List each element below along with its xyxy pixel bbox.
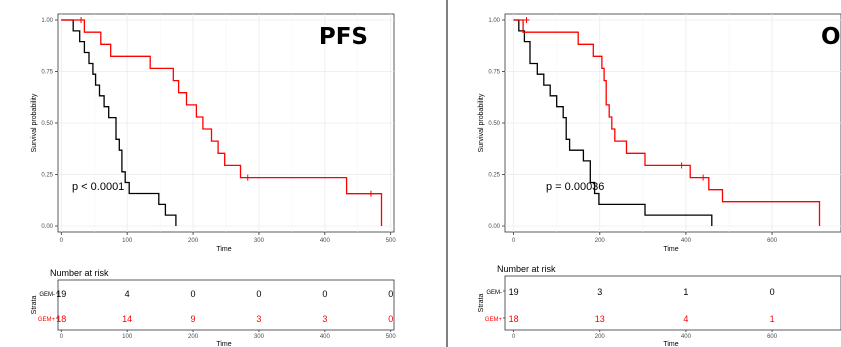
x-tick-label: 0 <box>512 238 516 244</box>
risk-x-tick-label: 200 <box>188 334 199 340</box>
x-tick-label: 300 <box>254 238 265 244</box>
risk-row-label: GEM+ <box>485 317 503 323</box>
risk-count: 4 <box>125 289 130 299</box>
p-value-annotation: p = 0.00036 <box>546 181 604 193</box>
y-axis-title: Survival probability <box>478 93 485 152</box>
y-tick-label: 0.50 <box>41 121 53 127</box>
risk-count: 0 <box>322 289 327 299</box>
km-curve-gem- <box>513 19 713 226</box>
risk-x-tick-label: 600 <box>767 334 778 340</box>
risk-row-label: GEM- <box>486 290 502 296</box>
risk-x-axis-title: Time <box>216 341 231 347</box>
x-tick-label: 200 <box>595 238 606 244</box>
risk-table-border <box>504 275 841 331</box>
risk-count: 3 <box>322 314 327 324</box>
risk-x-tick-label: 0 <box>512 334 516 340</box>
risk-row-label: GEM+ <box>38 317 56 323</box>
risk-x-tick-label: 100 <box>122 334 133 340</box>
risk-count: 18 <box>56 314 66 324</box>
risk-x-tick-label: 500 <box>386 334 397 340</box>
x-tick-label: 500 <box>386 238 397 244</box>
x-tick-label: 400 <box>320 238 331 244</box>
risk-count: 3 <box>256 314 261 324</box>
risk-x-axis-title: Time <box>663 341 678 347</box>
x-tick-label: 600 <box>767 238 778 244</box>
x-tick-label: 400 <box>681 238 692 244</box>
risk-count: 0 <box>191 289 196 299</box>
risk-count: 19 <box>56 289 66 299</box>
x-tick-label: 100 <box>122 238 133 244</box>
risk-count: 14 <box>122 314 132 324</box>
y-tick-label: 0.50 <box>488 121 500 127</box>
y-tick-label: 0.75 <box>488 70 500 76</box>
risk-row-label: GEM- <box>39 292 55 298</box>
y-tick-label: 0.25 <box>41 173 53 179</box>
risk-count: 19 <box>509 287 519 297</box>
risk-count: 0 <box>770 287 775 297</box>
x-tick-label: 200 <box>188 238 199 244</box>
p-value-annotation: p < 0.0001 <box>72 181 124 193</box>
risk-table-border <box>57 279 395 331</box>
risk-table-title: Number at risk <box>50 268 109 278</box>
y-axis-title: Survival probability <box>31 93 38 152</box>
km-panel-0: 0 100 200 300 400 5000.000.250.500.751.00Time… <box>31 13 397 347</box>
risk-count: 1 <box>770 314 775 324</box>
risk-count: 4 <box>683 314 688 324</box>
risk-count: 18 <box>509 314 519 324</box>
risk-count: 0 <box>388 314 393 324</box>
panel-title: PFS <box>319 24 368 50</box>
risk-count: 9 <box>191 314 196 324</box>
risk-strata-label: Strata <box>31 296 38 315</box>
risk-x-tick-label: 200 <box>595 334 606 340</box>
km-curve-gem+ <box>513 19 821 226</box>
risk-count: 13 <box>595 314 605 324</box>
km-panel-1: 0 200 400 6000.000.250.500.751.00TimeSurviv… <box>478 13 841 347</box>
y-tick-label: 1.00 <box>41 18 53 24</box>
x-tick-label: 0 <box>60 238 64 244</box>
risk-x-tick-label: 400 <box>320 334 331 340</box>
risk-count: 0 <box>256 289 261 299</box>
y-tick-label: 0.75 <box>41 70 53 76</box>
km-curve-gem- <box>61 19 177 226</box>
y-tick-label: 0.25 <box>488 173 500 179</box>
y-tick-label: 1.00 <box>488 18 500 24</box>
risk-strata-label: Strata <box>478 294 485 313</box>
risk-x-tick-label: 400 <box>681 334 692 340</box>
x-axis-title: Time <box>216 246 231 253</box>
panel-title: O <box>821 24 841 50</box>
y-tick-label: 0.00 <box>488 224 500 230</box>
x-axis-title: Time <box>663 246 678 253</box>
risk-x-tick-label: 0 <box>60 334 64 340</box>
risk-count: 1 <box>683 287 688 297</box>
risk-x-tick-label: 300 <box>254 334 265 340</box>
risk-count: 0 <box>388 289 393 299</box>
risk-table-title: Number at risk <box>497 264 556 274</box>
km-curve-gem+ <box>61 19 383 226</box>
risk-count: 3 <box>597 287 602 297</box>
y-tick-label: 0.00 <box>41 224 53 230</box>
